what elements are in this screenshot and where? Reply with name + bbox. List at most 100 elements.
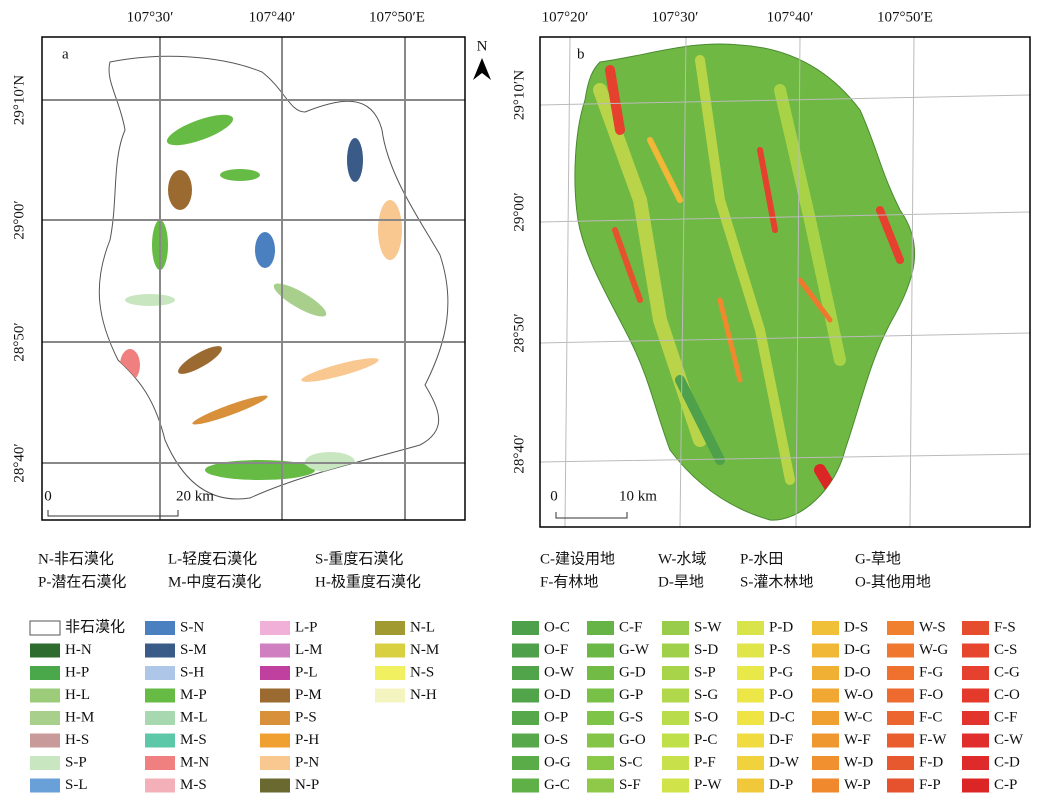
legend-swatch — [887, 644, 914, 658]
legend-swatch — [812, 689, 839, 703]
legend-swatch — [145, 734, 175, 748]
lat-label: 28°50′ — [11, 322, 27, 361]
lon-label: 107°50′E — [369, 9, 425, 25]
legend-swatch — [145, 756, 175, 770]
legend-swatch — [962, 734, 989, 748]
legend-label: W-F — [844, 732, 871, 748]
legend-label: S-P — [65, 754, 87, 770]
legend-label: C-F — [994, 709, 1017, 725]
legend-label: P-C — [694, 732, 717, 748]
legend-swatch — [30, 621, 60, 635]
legend-swatch — [587, 779, 614, 793]
legend-swatch — [812, 644, 839, 658]
legend-label: N-M — [410, 642, 439, 658]
lat-label: 28°50′ — [511, 313, 527, 352]
legend-label: W-S — [919, 619, 946, 635]
legend-swatch — [512, 666, 539, 680]
legend-swatch — [662, 711, 689, 725]
key-text: W-水域 — [658, 550, 706, 567]
legend-label: D-G — [844, 642, 871, 658]
legend-label: P-O — [769, 687, 793, 703]
legend-label: G-D — [619, 664, 646, 680]
legend-swatch — [962, 756, 989, 770]
lat-label: 29°10′N — [11, 75, 27, 125]
legend-label: M-P — [180, 687, 207, 703]
legend-label: C-W — [994, 732, 1024, 748]
legend-label: N-S — [410, 664, 434, 680]
legend-swatch — [587, 711, 614, 725]
legend-swatch — [887, 621, 914, 635]
legend-swatch — [30, 779, 60, 793]
lat-label: 28°40′ — [511, 434, 527, 473]
legend-swatch — [30, 666, 60, 680]
legend-label: F-G — [919, 664, 943, 680]
key-text: G-草地 — [855, 550, 901, 567]
legend-label: C-O — [994, 687, 1020, 703]
legend-label: C-S — [994, 642, 1017, 658]
legend-swatch — [375, 644, 405, 658]
north-label: N — [477, 38, 488, 54]
legend-label: F-C — [919, 709, 942, 725]
legend-label: M-S — [180, 777, 207, 793]
legend-swatch — [587, 621, 614, 635]
legend-label: L-M — [295, 642, 323, 658]
legend-swatch — [587, 666, 614, 680]
legend-label: D-F — [769, 732, 793, 748]
legend-swatch — [737, 756, 764, 770]
legend-swatch — [30, 734, 60, 748]
panel-b: b 107°20′ 107°30′ 107°40′ 107°50′E 29°10… — [473, 9, 1030, 590]
lon-label: 107°30′ — [652, 9, 699, 25]
legend-swatch — [587, 689, 614, 703]
legend-swatch — [662, 756, 689, 770]
legend-label: G-S — [619, 709, 643, 725]
legend-label: N-L — [410, 619, 435, 635]
legend-swatch — [512, 711, 539, 725]
scale-label: 0 — [44, 488, 52, 504]
legend-label: G-O — [619, 732, 646, 748]
scale-label: 0 — [550, 488, 558, 504]
scale-label: 10 km — [619, 488, 657, 504]
legend-label: O-F — [544, 642, 568, 658]
legend-label: W-P — [844, 777, 871, 793]
key-text: S-重度石漠化 — [315, 550, 403, 567]
legend-label: M-L — [180, 709, 208, 725]
legend-label: 非石漠化 — [65, 618, 125, 635]
legend-label: S-G — [694, 687, 718, 703]
legend-swatch — [737, 734, 764, 748]
lon-label: 107°20′ — [542, 9, 589, 25]
legend-label: S-D — [694, 642, 718, 658]
legend-swatch — [587, 644, 614, 658]
legend-label: W-D — [844, 754, 873, 770]
scale-bar — [556, 512, 627, 518]
figure: a 107°30′ 107°40′ 107°50′E 29°10′N 29°00… — [0, 0, 1039, 807]
legend-label: S-L — [65, 777, 88, 793]
legend-label: F-O — [919, 687, 943, 703]
legend-swatch — [737, 711, 764, 725]
legend-swatch — [30, 689, 60, 703]
legend-label: P-D — [769, 619, 793, 635]
legend-label: C-G — [994, 664, 1020, 680]
panel-label: a — [62, 46, 69, 62]
legend-label: D-C — [769, 709, 795, 725]
legend-swatch — [512, 779, 539, 793]
legend-label: P-M — [295, 687, 322, 703]
legend-label: P-N — [295, 754, 319, 770]
legend-label: D-P — [769, 777, 793, 793]
legend-swatch — [887, 779, 914, 793]
legend-label: O-G — [544, 754, 571, 770]
legend-swatch — [887, 689, 914, 703]
key-text: F-有林地 — [540, 573, 598, 590]
legend-label: H-S — [65, 732, 89, 748]
legend-label: F-W — [919, 732, 947, 748]
legend-swatch — [30, 711, 60, 725]
key-text: N-非石漠化 — [38, 550, 114, 567]
legend-label: S-F — [619, 777, 641, 793]
legend-swatch — [662, 621, 689, 635]
legend-label: P-S — [769, 642, 791, 658]
legend-swatch — [887, 734, 914, 748]
legend-label: G-W — [619, 642, 650, 658]
legend-swatch — [737, 779, 764, 793]
key-text: P-潜在石漠化 — [38, 573, 126, 590]
legend-label: D-S — [844, 619, 868, 635]
legend-swatch — [260, 689, 290, 703]
